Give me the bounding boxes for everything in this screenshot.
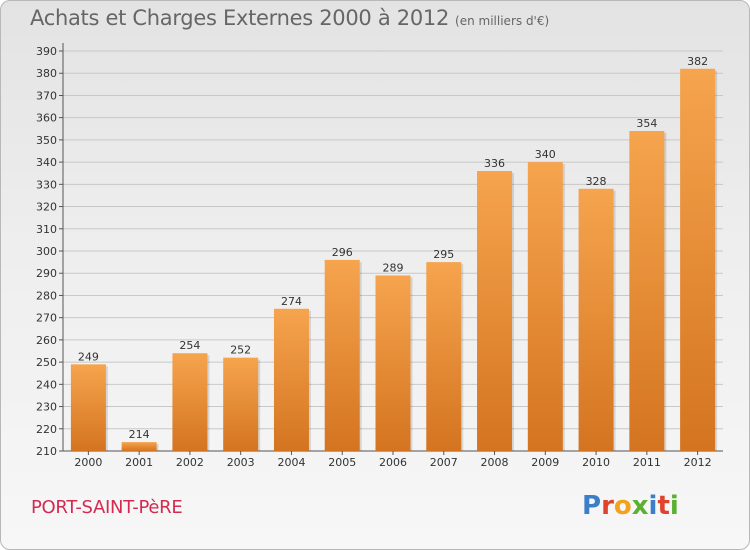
value-label: 295 — [433, 248, 454, 261]
x-tick-label: 2000 — [74, 456, 102, 469]
y-tick-label: 220 — [36, 423, 57, 436]
bar-2012 — [680, 68, 716, 452]
value-label: 252 — [230, 344, 251, 357]
x-tick-label: 2003 — [227, 456, 255, 469]
y-tick-label: 320 — [36, 201, 57, 214]
logo-letter: x — [631, 491, 649, 521]
bar-2000 — [70, 364, 106, 451]
y-tick-label: 230 — [36, 401, 57, 414]
proxiti-logo: Proxiti — [582, 491, 679, 521]
y-tick-label: 310 — [36, 223, 57, 236]
x-tick-label: 2001 — [125, 456, 153, 469]
x-tick-label: 2005 — [328, 456, 356, 469]
chart-unit: (en milliers d'€) — [455, 14, 550, 28]
value-label: 354 — [636, 117, 657, 130]
x-tick-label: 2012 — [684, 456, 712, 469]
y-tick-label: 240 — [36, 378, 57, 391]
bar-2008 — [477, 171, 513, 451]
bars — [70, 68, 718, 452]
chart-title-block: Achats et Charges Externes 2000 à 2012 (e… — [30, 6, 549, 30]
y-tick-label: 330 — [36, 178, 57, 191]
labels: 210 220 230 240 250 260 270 280 290 300 310 320 330 3… — [36, 45, 712, 469]
value-label: 328 — [586, 175, 607, 188]
y-tick-label: 380 — [36, 67, 57, 80]
value-label: 296 — [332, 246, 353, 259]
bar-2010 — [578, 188, 614, 451]
bar-2002 — [172, 353, 208, 451]
y-tick-label: 370 — [36, 89, 57, 102]
x-tick-label: 2002 — [176, 456, 204, 469]
x-tick-label: 2011 — [633, 456, 661, 469]
logo-letter: i — [669, 491, 679, 521]
y-tick-label: 360 — [36, 112, 57, 125]
bar-2009 — [527, 162, 563, 451]
y-tick-label: 350 — [36, 134, 57, 147]
value-label: 274 — [281, 295, 302, 308]
x-tick-label: 2006 — [379, 456, 407, 469]
value-label: 254 — [179, 339, 200, 352]
value-label: 340 — [535, 148, 556, 161]
bar-2004 — [273, 308, 309, 451]
bar-2005 — [324, 259, 360, 451]
y-tick-label: 260 — [36, 334, 57, 347]
y-tick-label: 270 — [36, 312, 57, 325]
value-label: 289 — [383, 261, 404, 274]
logo-letter: i — [648, 491, 658, 521]
commune-name: PORT-SAINT-PèRE — [31, 497, 183, 518]
logo-letter: P — [582, 491, 602, 521]
bar-2001 — [121, 442, 157, 451]
logo-letter: o — [613, 491, 632, 521]
logo-letter: t — [657, 491, 670, 521]
y-tick-label: 340 — [36, 156, 57, 169]
chart-title: Achats et Charges Externes 2000 à 2012 — [30, 6, 450, 30]
value-label: 214 — [129, 428, 150, 441]
logo-letter: r — [601, 491, 614, 521]
value-label: 249 — [78, 350, 99, 363]
y-tick-label: 300 — [36, 245, 57, 258]
bar-2011 — [629, 131, 665, 451]
value-label: 382 — [687, 55, 708, 68]
y-tick-label: 210 — [36, 445, 57, 458]
x-tick-label: 2008 — [481, 456, 509, 469]
value-label: 336 — [484, 157, 505, 170]
bar-2007 — [426, 262, 462, 451]
y-tick-label: 290 — [36, 267, 57, 280]
y-tick-label: 250 — [36, 356, 57, 369]
y-tick-label: 280 — [36, 289, 57, 302]
x-tick-label: 2004 — [277, 456, 305, 469]
x-tick-label: 2009 — [531, 456, 559, 469]
bar-2006 — [375, 275, 411, 451]
bar-2003 — [223, 357, 259, 451]
x-tick-label: 2007 — [430, 456, 458, 469]
x-tick-label: 2010 — [582, 456, 610, 469]
y-tick-label: 390 — [36, 45, 57, 58]
